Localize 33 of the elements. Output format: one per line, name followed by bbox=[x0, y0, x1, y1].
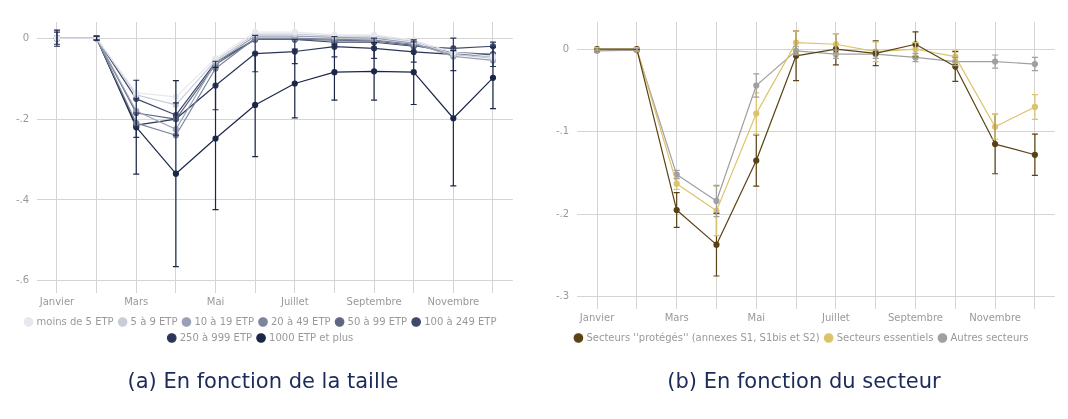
legend-label: Secteurs essentiels bbox=[836, 331, 934, 343]
legend-label: 10 à 19 ETP bbox=[194, 315, 255, 327]
x-tick-label: Mai bbox=[747, 311, 766, 323]
text: (a) En fonction de la taille bbox=[126, 369, 400, 393]
legend-label: 5 à 9 ETP bbox=[130, 315, 178, 327]
legend-label: 250 à 999 ETP bbox=[179, 331, 253, 343]
x-tick-label: Juillet bbox=[279, 295, 309, 307]
x-tick-label: Novembre bbox=[969, 311, 1021, 323]
x-tick-label: Mai bbox=[206, 295, 225, 307]
legend-label: moins de 5 ETP bbox=[36, 315, 114, 327]
y-tick-label: -.3 bbox=[555, 290, 570, 302]
y-tick-label: -.4 bbox=[15, 193, 30, 205]
legend-label: Secteurs ''protégés'' (annexes S1, S1bis et S2) bbox=[586, 331, 820, 343]
y-tick-label: -.6 bbox=[15, 274, 30, 286]
x-tick-label: Mars bbox=[124, 295, 149, 307]
x-tick-label: Juillet bbox=[821, 311, 850, 323]
x-tick-label: Septembre bbox=[346, 295, 402, 307]
y-tick-label: -.2 bbox=[555, 207, 570, 219]
y-tick-label: 0 bbox=[22, 31, 30, 43]
legend-label: 20 à 49 ETP bbox=[271, 315, 331, 327]
y-tick-label: -.2 bbox=[15, 112, 30, 124]
legend-label: 1000 ETP et plus bbox=[269, 331, 354, 343]
text: (b) En fonction du secteur bbox=[666, 369, 942, 393]
y-tick-label: -.1 bbox=[555, 125, 570, 137]
x-tick-label: Septembre bbox=[887, 311, 944, 323]
x-tick-label: Janvier bbox=[578, 311, 616, 323]
legend-label: Autres secteurs bbox=[950, 331, 1029, 343]
y-tick-label: 0 bbox=[562, 42, 570, 54]
legend-label: 50 à 99 ETP bbox=[347, 315, 408, 327]
x-tick-label: Novembre bbox=[427, 295, 480, 307]
x-tick-label: Mars bbox=[664, 311, 689, 323]
x-tick-label: Janvier bbox=[38, 295, 76, 307]
legend-label: 100 à 249 ETP bbox=[424, 315, 497, 327]
